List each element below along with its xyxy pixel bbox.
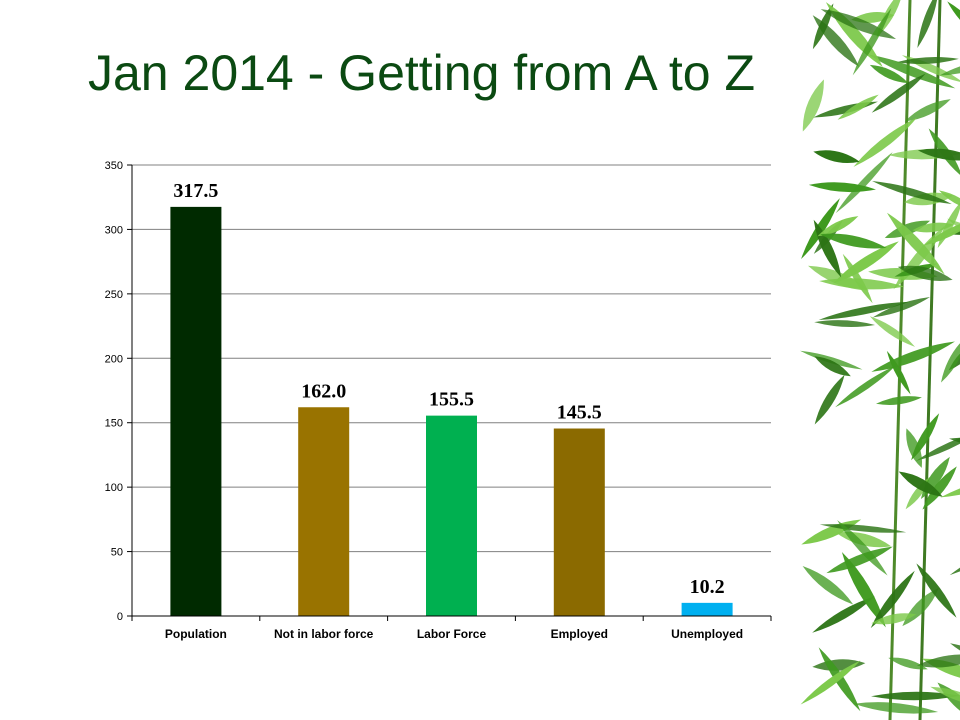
bamboo-leaf	[812, 3, 834, 50]
data-label: 162.0	[301, 380, 346, 402]
y-tick-label: 50	[111, 547, 123, 559]
bamboo-leaf	[800, 350, 863, 370]
x-tick-label: Unemployed	[671, 627, 743, 641]
bamboo-leaf	[826, 546, 893, 574]
data-labels: 317.5 162.0 155.5 145.5 10.2	[173, 180, 724, 598]
bamboo-leaf	[898, 471, 943, 497]
bamboo-leaf	[868, 54, 956, 89]
bamboo-leaf	[947, 1, 960, 43]
bamboo-leaf	[871, 613, 917, 625]
bar	[553, 428, 605, 616]
bamboo-leaf	[938, 190, 960, 211]
bamboo-leaf	[853, 702, 939, 714]
bamboo-leaf	[817, 216, 859, 237]
bamboo-leaf	[871, 691, 960, 701]
bamboo-leaf	[814, 320, 876, 328]
bamboo-leaf	[835, 152, 893, 214]
bamboo-leaf	[808, 182, 876, 193]
bar	[426, 415, 477, 616]
bamboo-leaf	[916, 654, 960, 668]
bamboo-leaf	[872, 297, 931, 318]
y-tick-label: 150	[105, 418, 123, 430]
bamboo-leaf	[922, 466, 957, 510]
bamboo-leaf	[871, 341, 955, 372]
data-label: 155.5	[429, 389, 474, 411]
bamboo-leaf	[800, 660, 861, 705]
y-tick-label: 200	[105, 353, 123, 365]
x-axis: Population Not in labor force Labor Force E…	[131, 615, 772, 641]
bamboo-leaf	[835, 365, 896, 408]
bamboo-leaf	[853, 117, 917, 167]
y-tick-label: 100	[105, 482, 123, 494]
bamboo-leaf	[872, 180, 952, 205]
bamboo-leaf	[939, 58, 960, 76]
x-tick-label: Employed	[551, 627, 608, 641]
bar	[681, 602, 733, 616]
x-tick-label: Labor Force	[417, 627, 487, 641]
bamboo-leaf	[813, 150, 860, 163]
bamboo-leaf	[887, 212, 945, 275]
bamboo-leaf	[852, 7, 892, 76]
bamboo-leaf	[818, 301, 910, 320]
bamboo-leaf	[923, 218, 960, 246]
bamboo-leaf	[819, 278, 905, 290]
bamboo-leaf	[916, 563, 957, 618]
bamboo-leaf	[876, 396, 922, 405]
bamboo-leaf	[820, 233, 887, 249]
bamboo-leaf	[814, 356, 851, 377]
slide-title: Jan 2014 - Getting from A to Z	[88, 45, 756, 101]
data-label: 145.5	[557, 402, 602, 424]
bamboo-leaf	[837, 520, 888, 576]
bamboo-leaf	[896, 56, 959, 65]
y-tick-label: 300	[105, 224, 123, 236]
y-tick-label: 250	[105, 289, 123, 301]
bamboo-leaf	[888, 657, 928, 670]
bamboo-leaf	[917, 0, 939, 49]
bamboo-leaf	[869, 316, 916, 347]
bamboo-leaf	[912, 222, 954, 233]
bamboo-leaf	[871, 73, 926, 113]
x-tick-label: Population	[165, 627, 227, 641]
y-tick-label: 350	[105, 160, 123, 172]
y-tick-label: 0	[117, 611, 123, 623]
bamboo-leaf	[897, 265, 953, 281]
bamboo-leaf	[941, 335, 960, 383]
bars	[170, 206, 733, 616]
bamboo-leaf	[802, 566, 854, 605]
bamboo-leaf	[837, 94, 879, 120]
bamboo-leaf	[906, 428, 923, 468]
bamboo-leaf	[917, 148, 960, 161]
bamboo-leaves-icon	[800, 0, 960, 720]
bamboo-leaf	[915, 431, 960, 462]
bar	[170, 206, 222, 616]
data-label: 317.5	[173, 180, 218, 202]
bamboo-leaf	[814, 374, 845, 425]
bamboo-leaf	[812, 596, 875, 633]
bamboo-leaf	[870, 570, 915, 629]
bamboo-leaf	[833, 241, 899, 284]
bamboo-leaf	[802, 79, 824, 132]
bamboo-leaf	[904, 99, 951, 122]
x-tick-label: Not in labor force	[274, 627, 374, 641]
bamboo-leaf	[841, 551, 886, 628]
data-label: 10.2	[690, 576, 725, 598]
bar	[298, 407, 350, 616]
y-axis: 0 50 100 150 200 250 300 350	[105, 160, 133, 623]
